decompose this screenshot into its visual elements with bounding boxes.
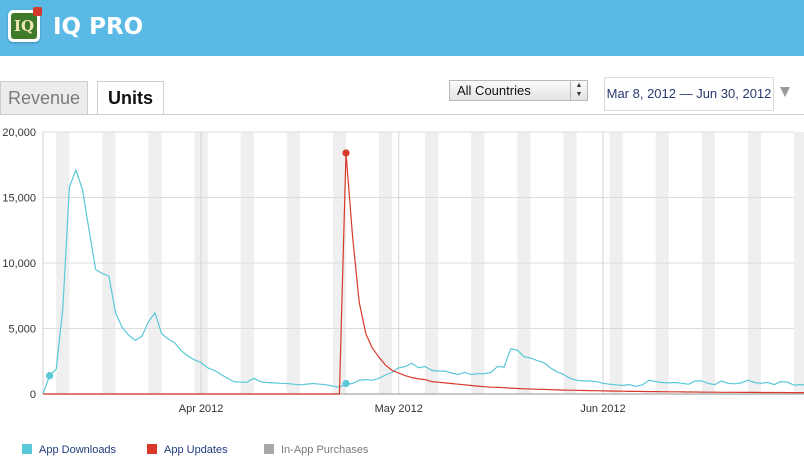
country-select-value: All Countries xyxy=(457,83,531,98)
logo-badge-icon xyxy=(33,7,42,16)
app-logo[interactable]: IQ xyxy=(8,7,42,42)
tab-units[interactable]: Units xyxy=(97,81,164,115)
x-tick-label: Apr 2012 xyxy=(179,403,224,415)
legend-label-app-downloads: App Downloads xyxy=(39,444,117,456)
y-tick-label: 0 xyxy=(30,389,36,401)
legend-item-in-app-purchases[interactable]: In-App Purchases xyxy=(264,443,368,457)
legend-swatch-in-app-purchases xyxy=(264,444,274,454)
tab-divider xyxy=(0,114,804,115)
legend-swatch-app-updates xyxy=(147,444,157,454)
series-line-app-updates xyxy=(43,152,804,395)
legend-item-app-downloads[interactable]: App Downloads xyxy=(22,443,116,457)
series-marker-app-updates xyxy=(342,149,350,157)
weekend-band xyxy=(794,132,804,394)
legend-swatch-app-downloads xyxy=(22,444,32,454)
y-tick-label: 15,000 xyxy=(2,193,36,205)
app-title: IQ PRO xyxy=(53,14,144,40)
y-tick-label: 20,000 xyxy=(2,127,36,139)
x-tick-label: May 2012 xyxy=(375,403,423,415)
y-tick-label: 10,000 xyxy=(2,258,36,270)
legend-label-app-updates: App Updates xyxy=(164,444,228,456)
x-tick-label: Jun 2012 xyxy=(580,403,625,415)
select-arrows-icon: ▲ ▼ xyxy=(570,81,587,100)
legend-item-app-updates[interactable]: App Updates xyxy=(147,443,228,457)
date-range-picker[interactable]: Mar 8, 2012 — Jun 30, 2012 xyxy=(604,77,774,111)
logo-mark: IQ xyxy=(11,13,37,39)
top-bar: IQ IQ PRO xyxy=(0,0,804,56)
tab-revenue[interactable]: Revenue xyxy=(0,81,88,114)
series-marker-app-downloads xyxy=(342,379,350,388)
chevron-down-icon[interactable] xyxy=(780,87,790,97)
y-tick-label: 5,000 xyxy=(8,324,36,336)
series-marker-app-downloads xyxy=(45,372,54,380)
country-select[interactable]: All Countries ▲ ▼ xyxy=(449,80,588,101)
legend-label-in-app-purchases: In-App Purchases xyxy=(281,444,369,456)
series-line-app-downloads xyxy=(42,169,804,395)
units-line-chart: 0 5,000 10,000 15,000 20,000 Apr 2012 May 2012… xyxy=(2,127,804,415)
